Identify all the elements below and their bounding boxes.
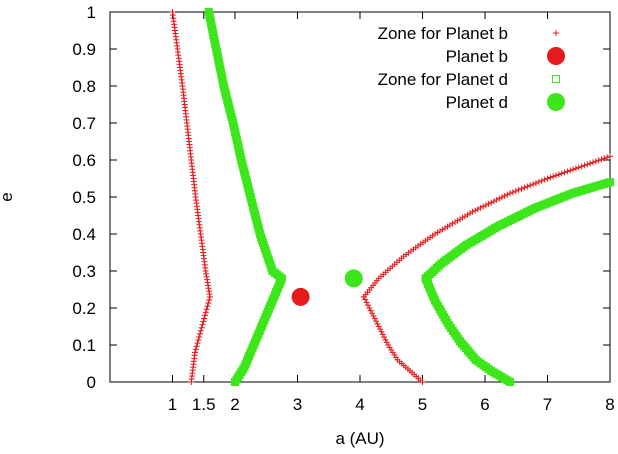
legend-marker: [547, 47, 565, 65]
y-tick-label: 0.6: [72, 151, 96, 170]
x-tick-label: 3: [293, 395, 302, 414]
y-tick-label: 0.5: [72, 188, 96, 207]
y-tick-label: 0.3: [72, 262, 96, 281]
zone-d-curve-0: [204, 8, 286, 386]
legend: Zone for Planet b Planet b Zone for Planet…: [378, 24, 565, 112]
y-tick-label: 0.1: [72, 336, 96, 355]
legend-marker: [552, 75, 560, 83]
y-tick-label: 0.4: [72, 225, 96, 244]
planet-marker: [344, 269, 363, 288]
y-tick-labels: 0 0.1 0.2 0.3 0.4 0.5 0.6 0.7 0.8 0.9 1: [72, 3, 96, 392]
ticks: [110, 11, 611, 383]
x-tick-label: 1.5: [192, 395, 216, 414]
x-tick-label: 1: [168, 395, 177, 414]
legend-marker: [547, 93, 565, 111]
y-tick-label: 0: [87, 373, 96, 392]
x-tick-labels: 1 1.5 2 3 4 5 6 7 8: [168, 395, 615, 414]
plot-frame: [109, 11, 611, 383]
x-tick-label: 8: [605, 395, 614, 414]
legend-entry-label: Planet d: [446, 93, 508, 112]
series-layer: [169, 8, 614, 386]
zone-b-curve-1: [360, 293, 426, 385]
series-3: [344, 269, 363, 288]
y-axis-label: e: [0, 192, 16, 201]
series-1: [291, 287, 310, 306]
y-tick-label: 0.7: [72, 114, 96, 133]
series-0: [169, 9, 613, 385]
zone-b-curve-0: [169, 9, 213, 385]
zone-d-curve-1: [421, 274, 514, 386]
planet-marker: [291, 287, 310, 306]
x-tick-label: 4: [355, 395, 364, 414]
y-tick-label: 1: [87, 3, 96, 22]
y-tick-label: 0.9: [72, 40, 96, 59]
x-axis-label: a (AU): [335, 429, 384, 448]
x-tick-label: 6: [480, 395, 489, 414]
y-tick-label: 0.8: [72, 77, 96, 96]
zone-b-curve-2: [360, 153, 613, 300]
legend-entry-label: Zone for Planet d: [378, 70, 508, 89]
legend-entry-label: Zone for Planet b: [378, 24, 508, 43]
legend-entry-label: Planet b: [446, 47, 508, 66]
legend-marker: [553, 30, 559, 36]
x-tick-label: 7: [543, 395, 552, 414]
x-tick-label: 5: [418, 395, 427, 414]
y-tick-label: 0.2: [72, 299, 96, 318]
zone-d-curve-2: [421, 178, 614, 283]
series-2: [204, 8, 614, 386]
x-tick-label: 2: [230, 395, 239, 414]
